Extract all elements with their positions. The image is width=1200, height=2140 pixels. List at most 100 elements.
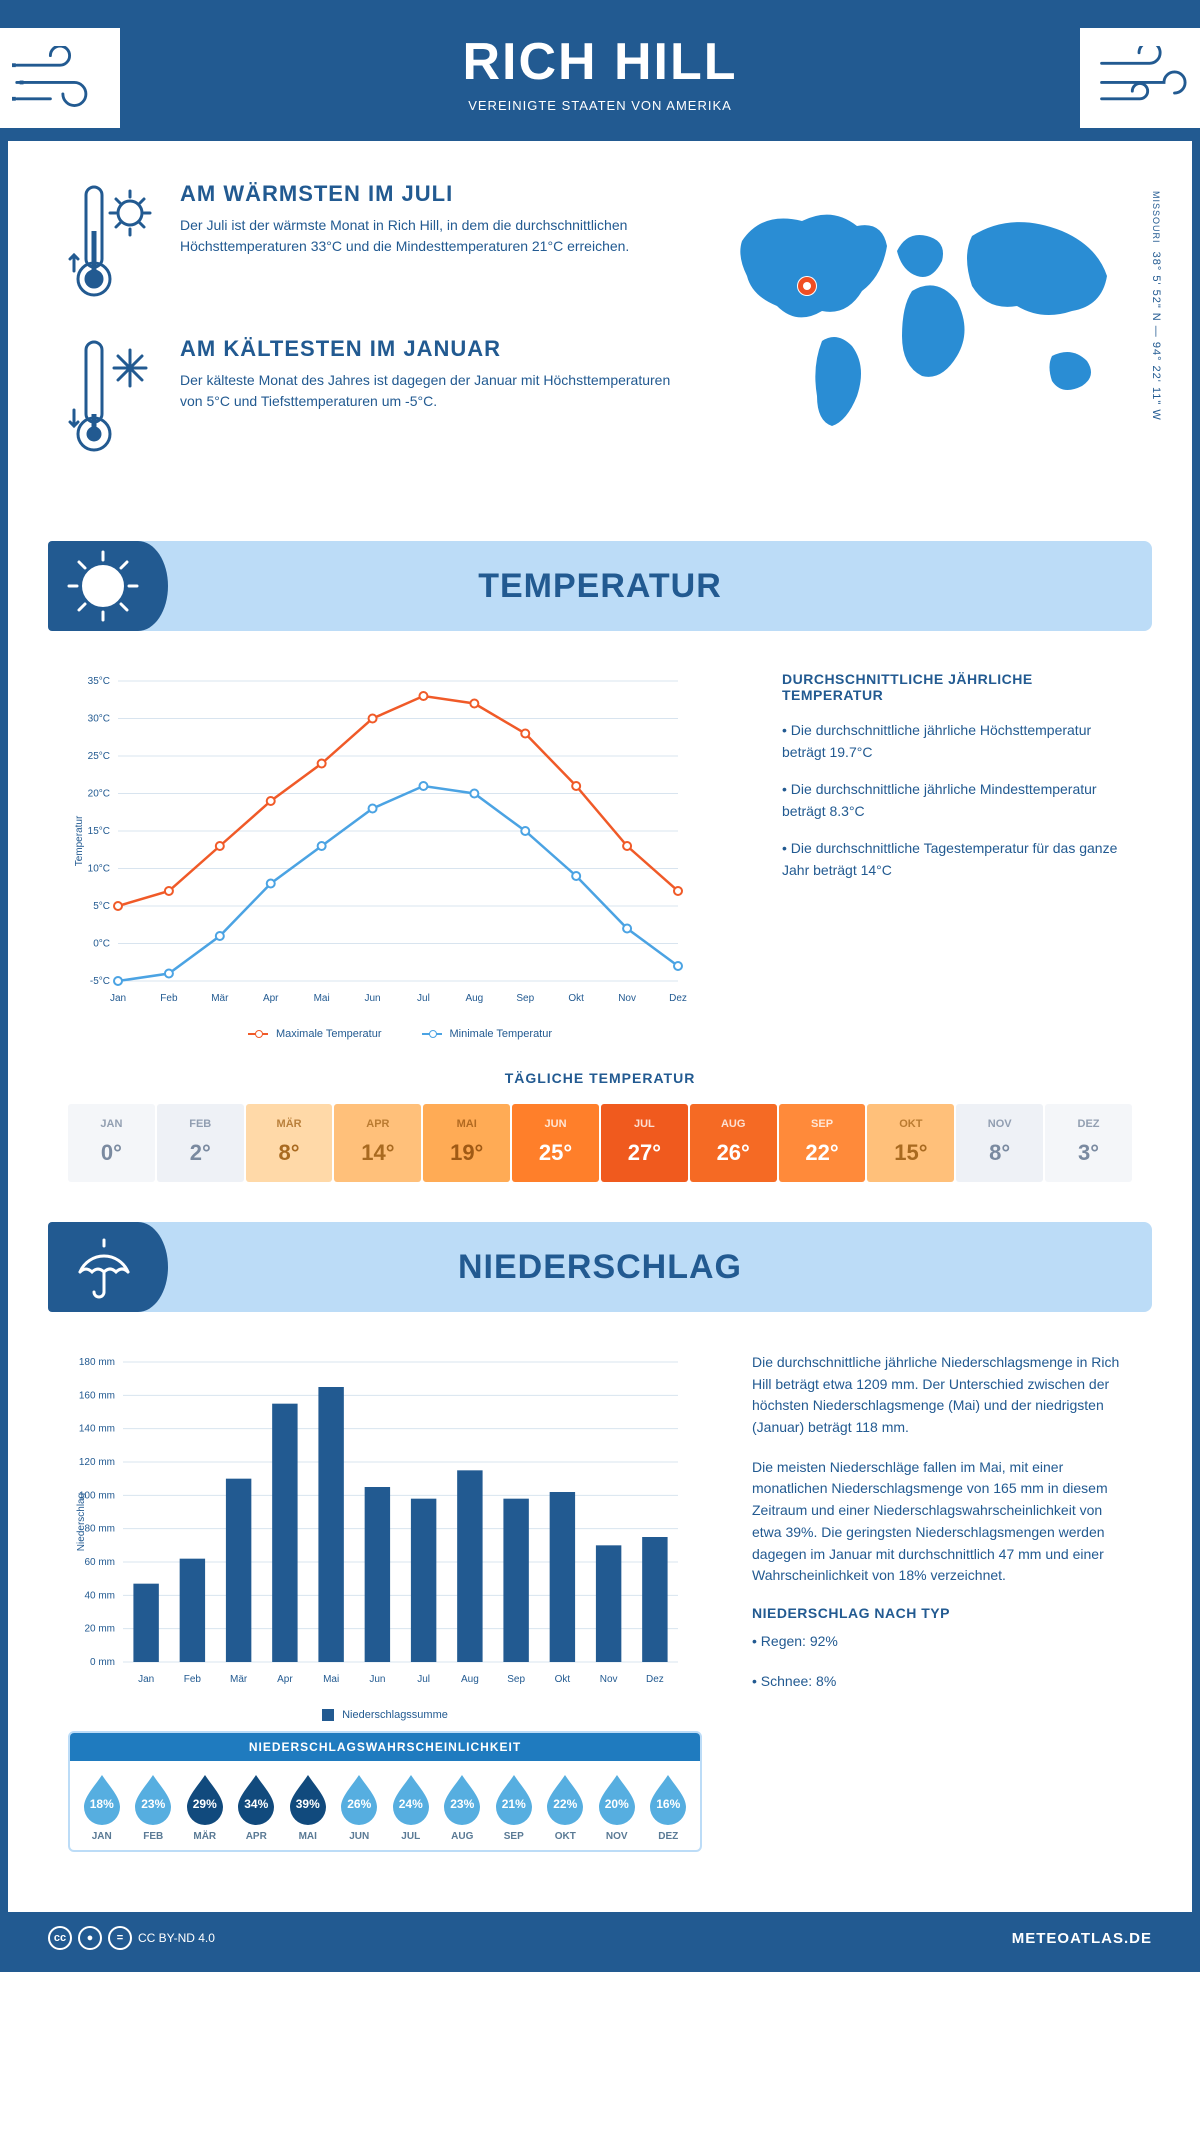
coldest-title: AM KÄLTESTEN IM JANUAR — [180, 336, 672, 362]
svg-text:160 mm: 160 mm — [79, 1390, 115, 1401]
svg-text:35°C: 35°C — [88, 676, 110, 687]
svg-text:15°C: 15°C — [88, 826, 110, 837]
wind-icon — [0, 28, 120, 128]
cc-icon: cc — [48, 1926, 72, 1950]
daily-temp-cell: NOV8° — [956, 1104, 1043, 1182]
coldest-text: Der kälteste Monat des Jahres ist dagege… — [180, 370, 672, 412]
svg-text:Okt: Okt — [568, 993, 584, 1004]
svg-text:Dez: Dez — [646, 1674, 664, 1685]
sun-icon — [66, 549, 140, 628]
precipitation-legend: Niederschlagssumme — [68, 1709, 702, 1721]
precipitation-section-header: NIEDERSCHLAG — [48, 1222, 1152, 1312]
daily-temp-cell: FEB2° — [157, 1104, 244, 1182]
temperature-info: DURCHSCHNITTLICHE JÄHRLICHE TEMPERATUR •… — [782, 671, 1132, 1040]
page-subtitle: VEREINIGTE STAATEN VON AMERIKA — [8, 98, 1192, 113]
svg-text:Feb: Feb — [184, 1674, 202, 1685]
svg-text:80 mm: 80 mm — [84, 1524, 115, 1535]
svg-text:Sep: Sep — [516, 993, 534, 1004]
daily-temp-cell: OKT15° — [867, 1104, 954, 1182]
svg-text:Mai: Mai — [323, 1674, 339, 1685]
svg-text:Apr: Apr — [263, 993, 279, 1004]
world-map: MISSOURI 38° 5' 52" N — 94° 22' 11" W — [712, 181, 1132, 491]
daily-temp-cell: MÄR8° — [246, 1104, 333, 1182]
svg-text:Dez: Dez — [669, 993, 687, 1004]
warmest-title: AM WÄRMSTEN IM JULI — [180, 181, 672, 207]
svg-text:0°C: 0°C — [93, 939, 110, 950]
daily-temp-cell: AUG26° — [690, 1104, 777, 1182]
coordinates: MISSOURI 38° 5' 52" N — 94° 22' 11" W — [1150, 191, 1162, 421]
svg-text:Jan: Jan — [138, 1674, 154, 1685]
warmest-summary: AM WÄRMSTEN IM JULI Der Juli ist der wär… — [68, 181, 672, 306]
svg-text:30°C: 30°C — [88, 714, 110, 725]
svg-text:Jul: Jul — [417, 993, 430, 1004]
svg-text:120 mm: 120 mm — [79, 1457, 115, 1468]
svg-text:5°C: 5°C — [93, 901, 110, 912]
prob-cell: 22% OKT — [542, 1773, 590, 1842]
temperature-chart: -5°C0°C5°C10°C15°C20°C25°C30°C35°CJanFeb… — [68, 671, 732, 1040]
precipitation-info: Die durchschnittliche jährliche Niedersc… — [752, 1352, 1132, 1872]
prob-cell: 34% APR — [233, 1773, 281, 1842]
svg-text:Nov: Nov — [600, 1674, 618, 1685]
cc-license: cc ● = CC BY-ND 4.0 — [48, 1926, 215, 1950]
daily-temp-heading: TÄGLICHE TEMPERATUR — [8, 1070, 1192, 1086]
prob-cell: 23% FEB — [130, 1773, 178, 1842]
svg-text:25°C: 25°C — [88, 751, 110, 762]
svg-text:Aug: Aug — [465, 993, 483, 1004]
svg-text:Mär: Mär — [211, 993, 229, 1004]
precipitation-chart: 0 mm20 mm40 mm60 mm80 mm100 mm120 mm140 … — [68, 1352, 702, 1872]
daily-temp-cell: MAI19° — [423, 1104, 510, 1182]
prob-cell: 39% MAI — [284, 1773, 332, 1842]
svg-text:Mai: Mai — [314, 993, 330, 1004]
prob-cell: 26% JUN — [336, 1773, 384, 1842]
svg-text:Jul: Jul — [417, 1674, 430, 1685]
thermometer-snow-icon — [68, 336, 158, 461]
footer: cc ● = CC BY-ND 4.0 METEOATLAS.DE — [8, 1912, 1192, 1964]
prob-cell: 29% MÄR — [181, 1773, 229, 1842]
daily-temp-cell: APR14° — [334, 1104, 421, 1182]
wind-icon — [1080, 28, 1200, 128]
svg-text:180 mm: 180 mm — [79, 1357, 115, 1368]
temperature-heading: TEMPERATUR — [48, 567, 1152, 606]
daily-temp-cell: JUL27° — [601, 1104, 688, 1182]
svg-text:Okt: Okt — [555, 1674, 571, 1685]
svg-text:10°C: 10°C — [88, 864, 110, 875]
warmest-text: Der Juli ist der wärmste Monat in Rich H… — [180, 215, 672, 257]
svg-text:60 mm: 60 mm — [84, 1557, 115, 1568]
svg-text:Niederschlag: Niederschlag — [76, 1493, 87, 1551]
svg-text:Nov: Nov — [618, 993, 636, 1004]
prob-cell: 18% JAN — [78, 1773, 126, 1842]
daily-temp-cell: JAN0° — [68, 1104, 155, 1182]
by-icon: ● — [78, 1926, 102, 1950]
svg-text:0 mm: 0 mm — [90, 1657, 115, 1668]
precipitation-probability: NIEDERSCHLAGSWAHRSCHEINLICHKEIT 18% JAN … — [68, 1731, 702, 1852]
prob-cell: 21% SEP — [490, 1773, 538, 1842]
svg-text:40 mm: 40 mm — [84, 1590, 115, 1601]
svg-text:Apr: Apr — [277, 1674, 293, 1685]
temperature-legend: Maximale Temperatur Minimale Temperatur — [68, 1028, 732, 1040]
coldest-summary: AM KÄLTESTEN IM JANUAR Der kälteste Mona… — [68, 336, 672, 461]
svg-text:Mär: Mär — [230, 1674, 248, 1685]
svg-text:140 mm: 140 mm — [79, 1424, 115, 1435]
daily-temp-grid: JAN0°FEB2°MÄR8°APR14°MAI19°JUN25°JUL27°A… — [68, 1104, 1132, 1182]
daily-temp-cell: JUN25° — [512, 1104, 599, 1182]
prob-cell: 20% NOV — [593, 1773, 641, 1842]
page-title: RICH HILL — [8, 32, 1192, 92]
svg-text:Jun: Jun — [364, 993, 380, 1004]
svg-text:Sep: Sep — [507, 1674, 525, 1685]
nd-icon: = — [108, 1926, 132, 1950]
svg-text:Jun: Jun — [369, 1674, 385, 1685]
prob-cell: 24% JUL — [387, 1773, 435, 1842]
temperature-section-header: TEMPERATUR — [48, 541, 1152, 631]
site-name: METEOATLAS.DE — [1012, 1930, 1152, 1947]
prob-cell: 16% DEZ — [645, 1773, 693, 1842]
daily-temp-cell: SEP22° — [779, 1104, 866, 1182]
svg-text:20°C: 20°C — [88, 789, 110, 800]
svg-text:Aug: Aug — [461, 1674, 479, 1685]
prob-cell: 23% AUG — [439, 1773, 487, 1842]
header: RICH HILL VEREINIGTE STAATEN VON AMERIKA — [8, 8, 1192, 141]
thermometer-sun-icon — [68, 181, 158, 306]
svg-text:Jan: Jan — [110, 993, 126, 1004]
daily-temp-cell: DEZ3° — [1045, 1104, 1132, 1182]
svg-text:-5°C: -5°C — [90, 976, 110, 987]
svg-text:20 mm: 20 mm — [84, 1624, 115, 1635]
